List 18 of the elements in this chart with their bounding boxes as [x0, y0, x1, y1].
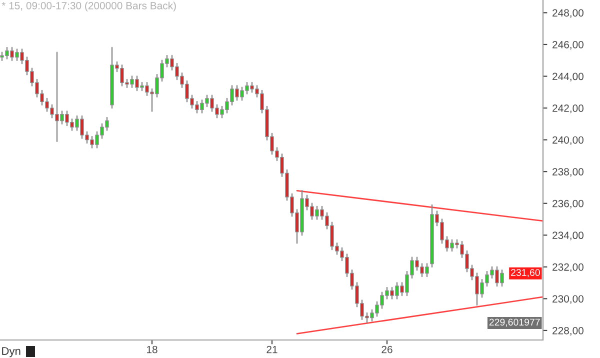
annotation: 231,60 [511, 269, 540, 278]
annotation: 229,601977 [489, 318, 540, 327]
text: Dyn [2, 347, 20, 358]
y-tick-label: 240,00 [552, 136, 584, 145]
y-tick-label: 236,00 [552, 200, 584, 208]
x-tick-label: 21 [266, 346, 278, 354]
x-tick-label: 26 [382, 346, 392, 354]
y-tick-label: 248,00 [552, 9, 584, 18]
y-tick-label: 234,00 [552, 232, 584, 240]
x-tick-label: 18 [147, 346, 158, 354]
chart-title: * 15, 09:00-17:30 (200000 Bars Back) [2, 2, 176, 12]
y-tick-label: 244,00 [552, 72, 584, 82]
y-tick-label: 246,00 [552, 40, 584, 50]
y-tick-label: 230,00 [552, 295, 584, 304]
y-tick-label: 238,00 [552, 168, 584, 177]
y-tick-label: 232,00 [552, 263, 584, 272]
y-tick-label: 228,00 [552, 326, 584, 336]
y-tick-label: 242,00 [552, 104, 584, 114]
